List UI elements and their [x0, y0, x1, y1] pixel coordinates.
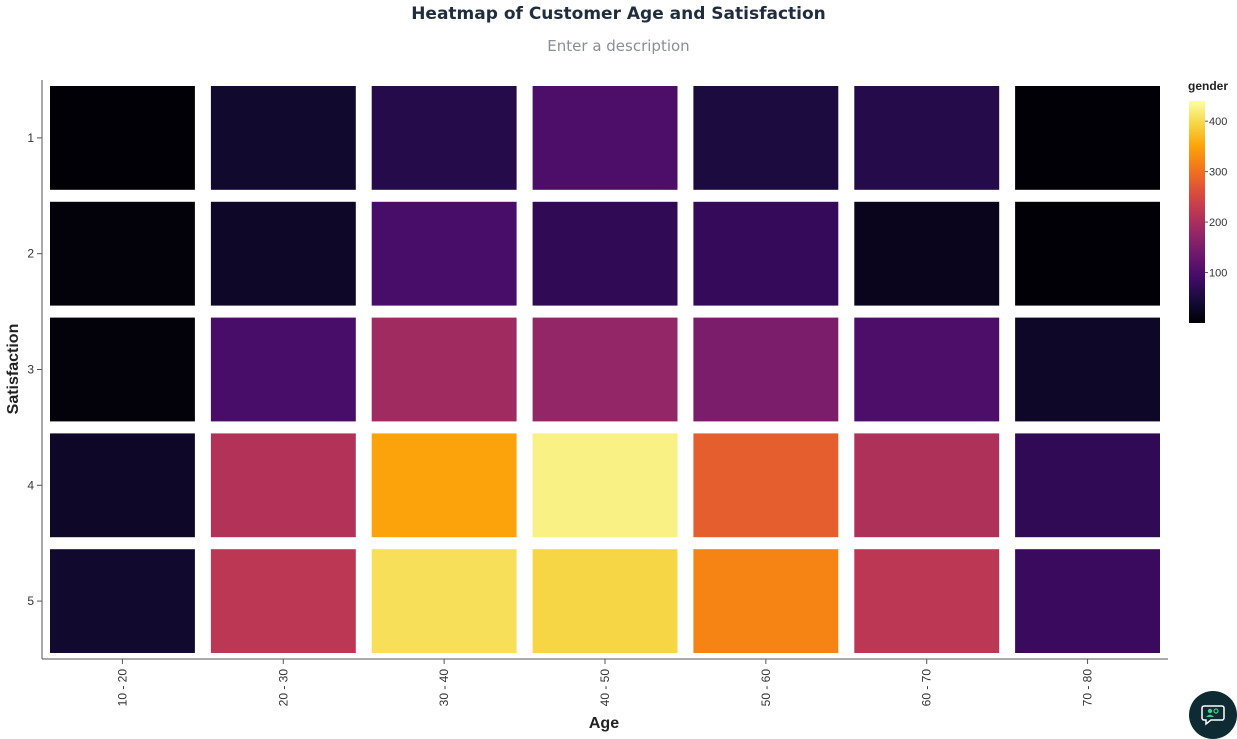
y-tick-label: 1 — [27, 131, 34, 145]
x-tick-label: 10 - 20 — [115, 669, 129, 707]
y-tick-label: 2 — [27, 247, 34, 261]
heatmap-cell[interactable] — [532, 549, 678, 653]
heatmap-cell[interactable] — [854, 549, 1000, 653]
heatmap-cell[interactable] — [1015, 86, 1160, 190]
heatmap-cell[interactable] — [693, 201, 839, 306]
y-axis-label: Satisfaction — [5, 324, 22, 415]
heatmap-cell[interactable] — [693, 317, 839, 422]
y-tick-label: 3 — [27, 363, 34, 377]
heatmap-cell[interactable] — [210, 201, 356, 306]
chat-support-button[interactable] — [1189, 691, 1237, 739]
heatmap-cell[interactable] — [854, 317, 1000, 422]
chat-support-icon — [1201, 705, 1225, 726]
heatmap-cells — [50, 86, 1160, 653]
heatmap-cell[interactable] — [1015, 549, 1160, 653]
heatmap-cell[interactable] — [50, 317, 195, 422]
heatmap-cell[interactable] — [371, 86, 517, 190]
colorbar-tick-label: 200 — [1209, 217, 1227, 229]
y-axis-ticks: 1 2 3 4 5 — [27, 131, 42, 608]
x-tick-label: 20 - 30 — [276, 669, 290, 707]
x-axis-ticks: 10 - 20 20 - 30 30 - 40 40 - 50 50 - 60 60 - … — [115, 659, 1095, 707]
x-tick-label: 60 - 70 — [920, 669, 934, 707]
heatmap-cell[interactable] — [854, 433, 1000, 538]
heatmap-cell[interactable] — [532, 86, 678, 190]
heatmap-cell[interactable] — [1015, 317, 1160, 422]
x-tick-label: 70 - 80 — [1081, 669, 1095, 707]
heatmap-cell[interactable] — [210, 86, 356, 190]
heatmap-cell[interactable] — [210, 317, 356, 422]
heatmap-cell[interactable] — [50, 433, 195, 538]
heatmap-cell[interactable] — [371, 201, 517, 306]
heatmap-cell[interactable] — [50, 549, 195, 653]
heatmap-cell[interactable] — [50, 201, 195, 306]
heatmap-cell[interactable] — [1015, 433, 1160, 538]
colorbar-title: gender — [1188, 79, 1228, 93]
chart-title: Heatmap of Customer Age and Satisfaction — [411, 4, 826, 24]
colorbar-tick-label: 300 — [1209, 167, 1227, 179]
heatmap-cell[interactable] — [693, 86, 839, 190]
colorbar-gradient — [1189, 101, 1205, 323]
heatmap-cell[interactable] — [854, 201, 1000, 306]
heatmap-cell[interactable] — [371, 317, 517, 422]
y-tick-label: 4 — [27, 478, 34, 492]
x-axis-label: Age — [589, 715, 619, 732]
chart-subtitle[interactable]: Enter a description — [547, 37, 690, 55]
heatmap-cell[interactable] — [210, 433, 356, 538]
x-tick-label: 30 - 40 — [437, 669, 451, 707]
heatmap-cell[interactable] — [532, 317, 678, 422]
heatmap-cell[interactable] — [371, 433, 517, 538]
colorbar: gender 100 200 300 400 — [1188, 79, 1228, 323]
heatmap-cell[interactable] — [371, 549, 517, 653]
y-tick-label: 5 — [27, 594, 34, 608]
x-tick-label: 50 - 60 — [759, 669, 773, 707]
colorbar-ticks: 100 200 300 400 — [1205, 116, 1227, 280]
heatmap-cell[interactable] — [693, 549, 839, 653]
heatmap-cell[interactable] — [854, 86, 1000, 190]
heatmap-cell[interactable] — [210, 549, 356, 653]
colorbar-tick-label: 100 — [1209, 268, 1227, 280]
heatmap-cell[interactable] — [532, 201, 678, 306]
x-tick-label: 40 - 50 — [598, 669, 612, 707]
heatmap-cell[interactable] — [532, 433, 678, 538]
heatmap-cell[interactable] — [50, 86, 195, 190]
heatmap-cell[interactable] — [1015, 201, 1160, 306]
heatmap-cell[interactable] — [693, 433, 839, 538]
colorbar-tick-label: 400 — [1209, 116, 1227, 128]
